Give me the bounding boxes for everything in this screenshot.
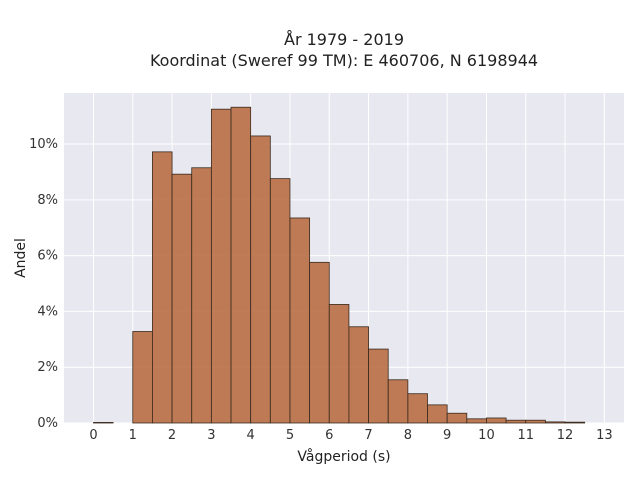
x-tick-label: 4 [247,428,255,443]
y-tick-label: 6% [37,249,58,264]
y-axis-ticks: 0% 2% 4% 6% 8% 10% [29,137,58,431]
histogram-bar [230,106,252,424]
histogram-bar [545,421,566,424]
histogram-bar [564,421,586,424]
histogram-bar [505,419,527,424]
y-tick-label: 2% [37,360,58,375]
histogram-bar [152,151,173,424]
histogram-bar [93,422,114,424]
histogram-bar [191,167,212,424]
y-tick-label: 10% [29,137,58,152]
x-tick-label: 11 [517,428,534,443]
y-axis-label: Andel [13,238,29,278]
histogram-bar [446,412,468,424]
x-axis-label: Vågperiod (s) [297,448,390,465]
histogram-bar [348,326,369,424]
x-axis-ticks: 0 1 2 3 4 5 6 7 8 9 10 11 12 13 [89,428,612,443]
histogram-bar [328,304,350,424]
histogram-bar [368,348,389,424]
histogram-bar [171,173,193,424]
x-tick-label: 1 [129,428,137,443]
histogram-bars [93,106,586,424]
x-tick-label: 12 [557,428,574,443]
histogram-bar [132,331,153,424]
x-tick-label: 13 [596,428,613,443]
histogram-bar [387,379,409,424]
histogram-bar [525,419,546,424]
x-tick-label: 6 [325,428,333,443]
x-tick-label: 8 [404,428,412,443]
histogram-bar [250,135,271,424]
x-tick-label: 0 [89,428,97,443]
x-tick-label: 10 [478,428,495,443]
histogram-bar [269,178,291,424]
y-tick-label: 8% [37,193,58,208]
x-tick-label: 3 [207,428,215,443]
histogram-bar [427,404,448,424]
histogram-bar [407,393,428,424]
histogram-bar [486,417,507,424]
histogram-bar [289,217,311,424]
y-tick-label: 0% [37,416,58,431]
histogram-bar [466,418,487,424]
chart-title-line-2: Koordinat (Sweref 99 TM): E 460706, N 61… [150,51,538,70]
y-tick-label: 4% [37,304,58,319]
x-tick-label: 5 [286,428,294,443]
x-tick-label: 7 [364,428,372,443]
x-tick-label: 2 [168,428,176,443]
chart-title-line-1: År 1979 - 2019 [284,30,404,49]
x-tick-label: 9 [443,428,451,443]
histogram-bar [309,261,330,424]
histogram-bar [210,108,232,424]
